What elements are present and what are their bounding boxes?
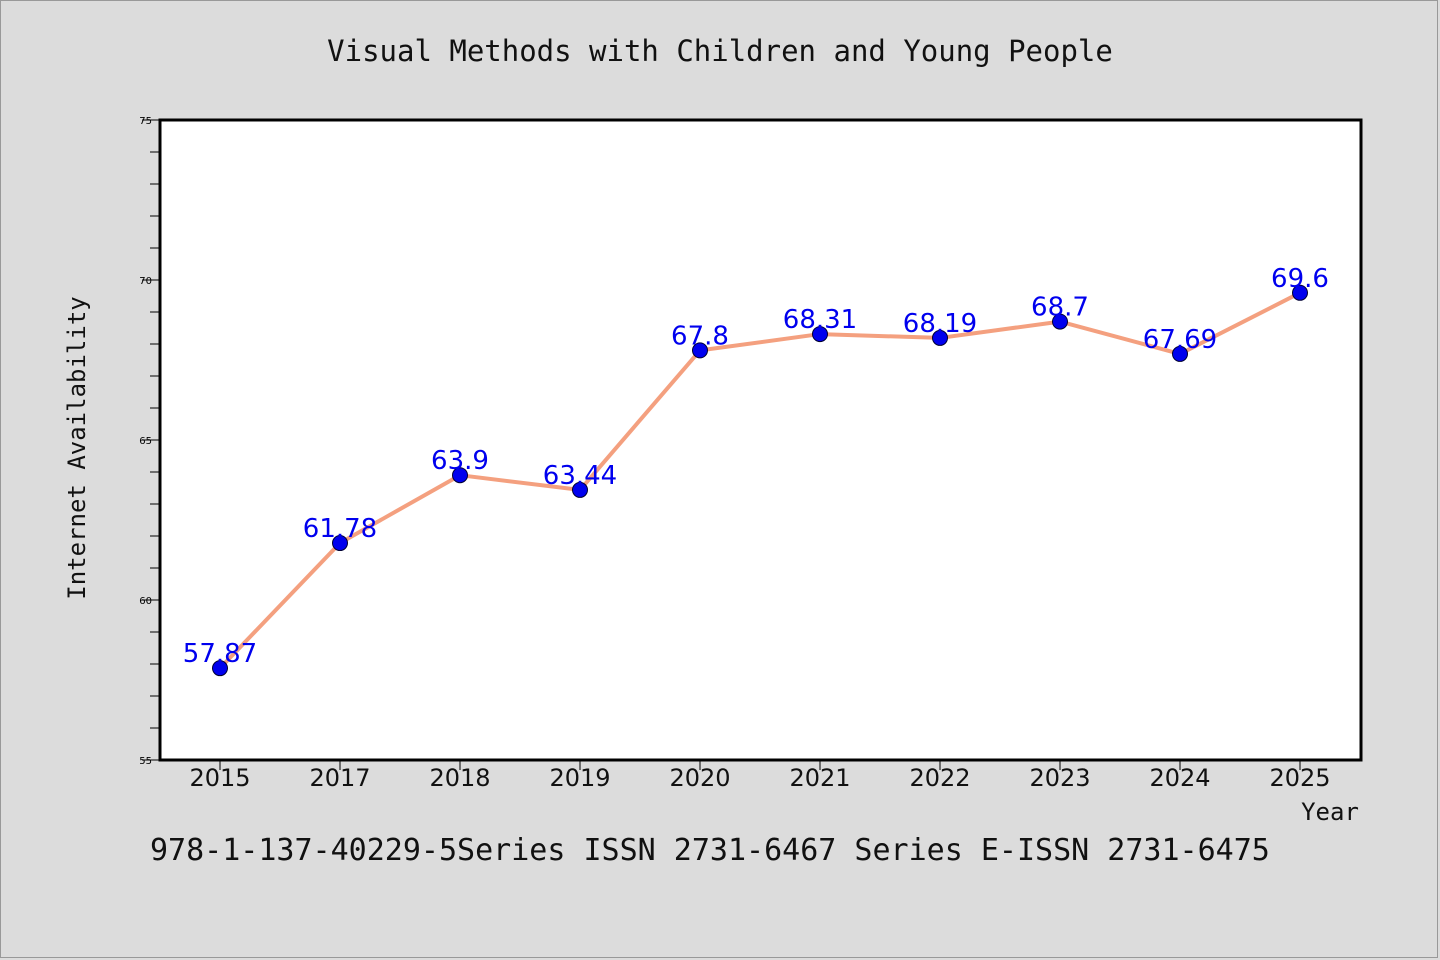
plot-area: [158, 118, 1363, 762]
data-label: 67.8: [671, 321, 729, 351]
y-tick-label: 65: [139, 436, 152, 447]
data-point: [1172, 345, 1188, 362]
x-tick-label: 2018: [429, 764, 490, 792]
x-tick-label: 2022: [909, 764, 970, 792]
data-point: [932, 329, 948, 346]
y-axis: 55 60 65 70 75: [139, 116, 160, 767]
data-labels-group: 57.87 61.78 63.9 63.44 67.8 68.31 68.19 68.7 67.…: [183, 264, 1329, 669]
data-label: 69.6: [1271, 264, 1329, 294]
x-axis-label: Year: [1301, 798, 1359, 826]
data-label: 63.9: [431, 446, 489, 476]
series-line: [218, 290, 1302, 671]
data-label: 68.31: [783, 305, 857, 335]
data-label: 68.7: [1031, 293, 1089, 323]
x-tick-label: 2024: [1149, 764, 1210, 792]
x-tick-label: 2015: [189, 764, 250, 792]
series-line-group: [218, 290, 1302, 671]
x-tick-label: 2021: [789, 764, 850, 792]
x-tick-label: 2017: [309, 764, 370, 792]
footer-isbn: 978-1-137-40229-5Series ISSN 2731-6467 S…: [150, 833, 1270, 868]
x-axis: 2015 2017 2018 2019 2020 2021 2022 2023 2024 2025: [189, 760, 1331, 792]
y-tick-label: 70: [139, 276, 152, 287]
data-point: [1292, 284, 1308, 301]
y-tick-label: 55: [139, 756, 152, 767]
data-point: [1052, 313, 1068, 330]
x-tick-label: 2020: [669, 764, 730, 792]
data-label: 57.87: [183, 639, 257, 669]
data-point: [452, 467, 468, 484]
data-label: 68.19: [903, 309, 977, 339]
data-point: [812, 326, 828, 343]
data-point: [692, 342, 708, 359]
chart-title: Visual Methods with Children and Young P…: [327, 34, 1113, 68]
data-label: 61.78: [303, 514, 377, 544]
markers-group: [212, 284, 1308, 677]
data-point: [572, 481, 588, 498]
data-label: 67.69: [1143, 325, 1217, 355]
x-tick-label: 2025: [1269, 764, 1330, 792]
y-tick-label: 60: [139, 596, 152, 607]
y-axis-label: Internet Availability: [63, 296, 91, 599]
y-tick-label: 75: [139, 116, 152, 127]
data-point: [332, 535, 348, 552]
x-tick-label: 2023: [1029, 764, 1090, 792]
data-label: 63.44: [543, 461, 617, 491]
data-point: [212, 660, 228, 677]
x-tick-label: 2019: [549, 764, 610, 792]
